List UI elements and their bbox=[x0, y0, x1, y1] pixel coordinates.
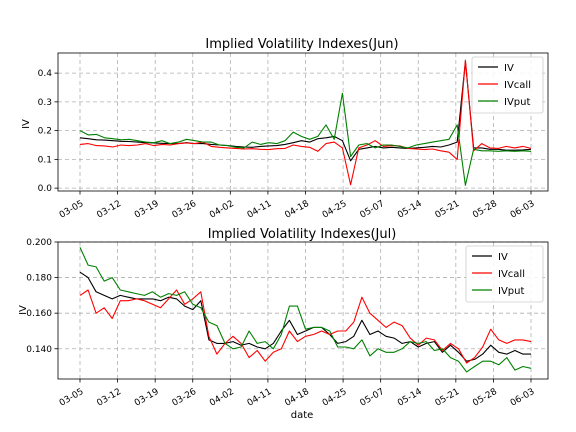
series-line-ivput bbox=[79, 247, 532, 373]
y-tick-label: 0.140 bbox=[26, 345, 52, 355]
series-line-iv bbox=[79, 61, 532, 162]
y-ticks: 0.0 0.1 0.2 0.3 0.4 bbox=[38, 69, 58, 194]
legend: IV IVcall IVput bbox=[471, 56, 544, 114]
series-lines bbox=[79, 59, 532, 186]
y-tick-label: 0.180 bbox=[26, 274, 52, 284]
y-tick-label: 0.3 bbox=[38, 98, 52, 108]
y-tick-label: 0.4 bbox=[38, 69, 53, 79]
y-tick-label: 0.160 bbox=[26, 309, 52, 319]
y-tick-label: 0.200 bbox=[26, 238, 52, 248]
y-tick-label: 0.0 bbox=[38, 184, 53, 194]
chart-title: Implied Volatility Indexes(Jun) bbox=[205, 37, 398, 52]
legend-label-iv: IV bbox=[498, 252, 508, 263]
series-line-ivcall bbox=[79, 59, 532, 186]
legend-box bbox=[465, 245, 544, 303]
series-line-ivput bbox=[79, 92, 532, 186]
legend-label-ivput: IVput bbox=[504, 97, 530, 108]
legend-label-iv: IV bbox=[504, 63, 514, 74]
y-axis-label: IV bbox=[21, 119, 32, 129]
series-line-ivcall bbox=[79, 289, 532, 364]
grid bbox=[58, 53, 548, 191]
x-axis-label: date bbox=[291, 410, 314, 421]
legend: IV IVcall IVput bbox=[465, 245, 544, 303]
y-axis-label: IV bbox=[18, 305, 29, 315]
y-ticks: 0.140 0.160 0.180 0.200 bbox=[26, 238, 58, 355]
series-line-iv bbox=[79, 271, 531, 362]
chart-jun: Implied Volatility Indexes(Jun) IV 0.00.… bbox=[21, 37, 549, 221]
y-tick-label: 0.2 bbox=[38, 127, 52, 137]
legend-label-ivcall: IVcall bbox=[498, 269, 525, 280]
legend-box bbox=[471, 56, 544, 114]
legend-label-ivput: IVput bbox=[498, 286, 524, 297]
plot-frame bbox=[57, 52, 549, 192]
legend-label-ivcall: IVcall bbox=[504, 80, 531, 91]
chart-title: Implied Volatility Indexes(Jul) bbox=[208, 227, 397, 242]
plot-frame bbox=[57, 241, 549, 380]
y-tick-label: 0.1 bbox=[38, 155, 52, 165]
series-lines bbox=[79, 247, 532, 373]
